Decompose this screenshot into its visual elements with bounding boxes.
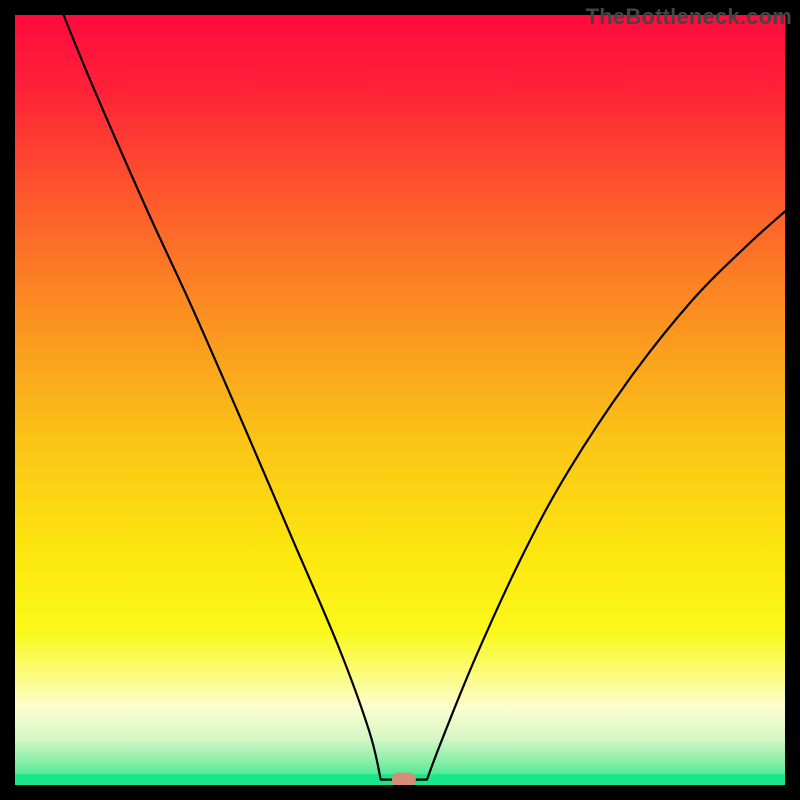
watermark-text: TheBottleneck.com	[586, 4, 792, 30]
gradient-background	[15, 15, 785, 785]
chart-svg	[0, 0, 800, 800]
bottleneck-chart: TheBottleneck.com	[0, 0, 800, 800]
optimum-marker	[392, 773, 416, 787]
